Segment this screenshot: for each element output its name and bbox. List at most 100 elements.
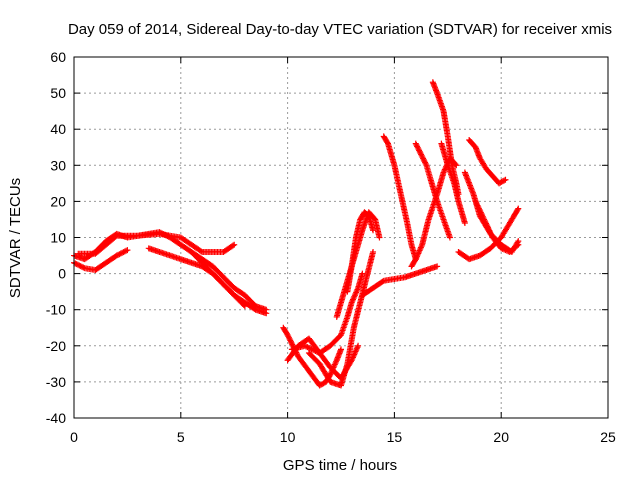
data-point [417,150,424,157]
series-arc-19 [461,169,522,255]
x-tick-label: 10 [280,429,296,445]
data-point [413,141,420,148]
data-point [384,139,391,146]
data-point [484,223,491,230]
data-point [422,160,429,167]
data-point [119,249,126,256]
data-point [284,331,291,338]
data-point [121,248,128,255]
data-point [305,344,312,351]
data-point [77,263,84,270]
series-arc-5 [188,248,248,310]
data-point [116,251,123,258]
data-point [515,205,522,212]
data-point [379,278,386,285]
series-arc-18 [466,137,509,187]
data-point [486,227,493,234]
data-point [112,233,119,240]
data-point [480,215,487,222]
data-point [124,247,131,254]
y-tick-label: 60 [50,49,66,65]
data-point [477,209,484,216]
data-point [478,210,485,217]
data-point [123,247,130,254]
data-point [473,201,480,208]
series-arc-12 [359,263,441,299]
y-tick-label: 30 [50,157,66,173]
data-point [488,231,495,238]
data-point [76,262,83,269]
data-layer [71,79,522,389]
data-point [79,263,86,270]
data-point [483,222,490,229]
data-point [483,220,490,227]
series-arc-14 [408,155,460,270]
data-point [72,260,79,267]
data-point [370,248,377,255]
series-arc-16 [429,79,462,198]
data-point [485,224,492,231]
data-point [487,228,494,235]
data-point [308,346,315,353]
x-tick-label: 15 [387,429,403,445]
data-point [311,347,318,354]
data-point [75,261,82,268]
data-point [461,220,468,227]
data-point [414,143,421,150]
series-arc-3 [75,230,238,257]
series-arc-15 [412,140,453,241]
data-point [514,206,521,213]
x-tick-label: 5 [177,429,185,445]
x-tick-label: 25 [600,429,616,445]
data-point [479,213,486,220]
data-point [418,152,425,159]
grid-layer [74,57,608,418]
data-point [120,249,127,256]
data-point [475,205,482,212]
data-point [485,226,492,233]
data-point [287,338,294,345]
data-point [338,346,344,353]
data-point [285,334,292,341]
data-point [117,250,124,257]
data-point [514,242,521,249]
y-tick-label: -30 [46,374,66,390]
series-arc-9 [305,248,377,389]
data-point [412,140,419,147]
y-tick-label: -40 [46,410,66,426]
data-point [474,202,481,209]
data-point [304,344,311,351]
series-arc-17 [438,140,468,227]
data-point [309,346,316,353]
data-point [80,264,87,271]
data-point [286,336,293,343]
series-arc-13 [380,133,419,263]
data-point [115,251,122,258]
series-arc-4 [145,245,270,317]
y-tick-label: 10 [50,230,66,246]
data-point [515,241,522,248]
data-point [301,342,308,349]
series-arc-11 [333,209,383,320]
data-point [415,146,422,153]
data-point [434,263,441,270]
y-tick-label: -20 [46,338,66,354]
chart-title: Day 059 of 2014, Sidereal Day-to-day VTE… [68,21,612,38]
x-axis-label: GPS time / hours [283,457,397,474]
data-point [419,154,426,161]
data-point [487,230,494,237]
data-point [288,340,295,347]
series-arc-8 [288,270,366,357]
data-point [355,342,362,349]
data-point [420,156,427,163]
data-point [230,242,237,249]
y-axis-label: SDTVAR / TECUs [7,178,24,298]
data-point [285,333,292,340]
data-point [416,148,423,155]
data-point [231,241,238,248]
y-tick-label: 20 [50,193,66,209]
data-point [414,144,421,151]
data-point [376,234,383,241]
data-point [422,159,429,166]
data-point [481,217,488,224]
